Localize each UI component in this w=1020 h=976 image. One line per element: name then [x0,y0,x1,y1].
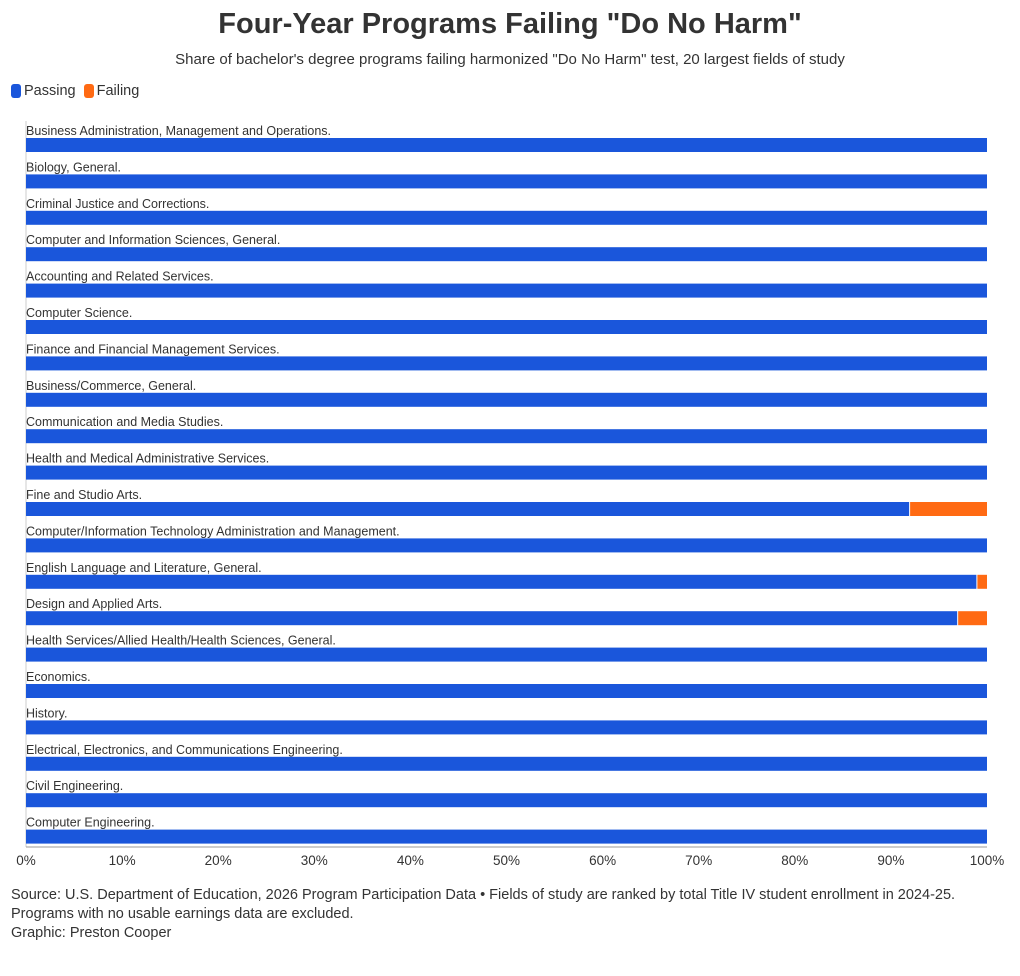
x-tick-label: 80% [781,853,808,868]
category-label: Biology, General. [26,160,121,174]
source-note: Source: U.S. Department of Education, 20… [11,887,956,903]
x-tick-label: 60% [589,853,616,868]
category-label: Fine and Studio Arts. [26,488,142,502]
bar-passing [26,210,987,225]
legend-label-failing: Failing [96,83,140,99]
category-label: Accounting and Related Services. [26,270,214,284]
bar-passing [26,429,987,444]
x-tick-label: 70% [685,853,712,868]
legend-item-passing[interactable]: Passing [11,83,76,99]
bar-passing [26,647,987,662]
x-tick-label: 100% [970,853,1005,868]
bar-failing [910,502,987,516]
bar-passing [26,465,987,480]
bar-passing [26,502,910,516]
bar-passing [26,684,987,698]
x-tick-label: 40% [397,853,424,868]
category-label: History. [26,706,67,720]
category-label: Health and Medical Administrative Servic… [26,452,269,466]
bar-passing [26,174,987,189]
bar-failing [958,611,987,626]
category-label: Computer and Information Sciences, Gener… [26,233,280,247]
bar-passing [26,829,987,844]
bar-chart: Business Administration, Management and … [16,121,1005,868]
bar-passing [26,356,987,371]
category-label: Computer Science. [26,306,132,320]
bar-passing [26,756,987,771]
bar-passing [26,720,987,735]
category-label: Finance and Financial Management Service… [26,342,280,356]
category-label: Economics. [26,670,91,684]
chart-subtitle: Share of bachelor's degree programs fail… [175,51,845,68]
x-tick-label: 50% [493,853,520,868]
bar-passing [26,320,987,334]
chart-title: Four-Year Programs Failing "Do No Harm" [218,8,802,40]
x-tick-label: 90% [877,853,904,868]
bar-passing [26,283,987,298]
x-tick-label: 30% [301,853,328,868]
category-label: Business/Commerce, General. [26,379,196,393]
bar-passing [26,138,987,152]
category-label: Electrical, Electronics, and Communicati… [26,743,343,757]
bar-passing [26,793,987,808]
x-tick-label: 20% [205,853,232,868]
category-label: Computer Engineering. [26,816,155,830]
bar-passing [26,574,977,589]
legend-swatch-failing [83,84,94,98]
category-label: English Language and Literature, General… [26,561,262,575]
chart-footer: Source: U.S. Department of Education, 20… [11,886,1011,943]
bar-passing [26,392,987,407]
bar-passing [26,247,987,262]
category-label: Business Administration, Management and … [26,124,331,138]
legend-label-passing: Passing [24,83,76,99]
category-label: Computer/Information Technology Administ… [26,524,400,538]
legend-item-failing[interactable]: Failing [83,83,140,99]
x-tick-label: 0% [16,853,36,868]
bar-failing [977,574,987,589]
x-tick-label: 10% [109,853,136,868]
bar-passing [26,611,958,626]
category-label: Criminal Justice and Corrections. [26,197,209,211]
category-label: Communication and Media Studies. [26,415,223,429]
bar-passing [26,538,987,553]
legend: Passing Failing [11,83,147,99]
graphic-credit: Graphic: Preston Cooper [11,925,172,941]
category-label: Design and Applied Arts. [26,597,162,611]
category-label: Civil Engineering. [26,779,123,793]
exclusion-note: Programs with no usable earnings data ar… [11,906,354,922]
category-label: Health Services/Allied Health/Health Sci… [26,634,336,648]
legend-swatch-passing [11,84,21,98]
